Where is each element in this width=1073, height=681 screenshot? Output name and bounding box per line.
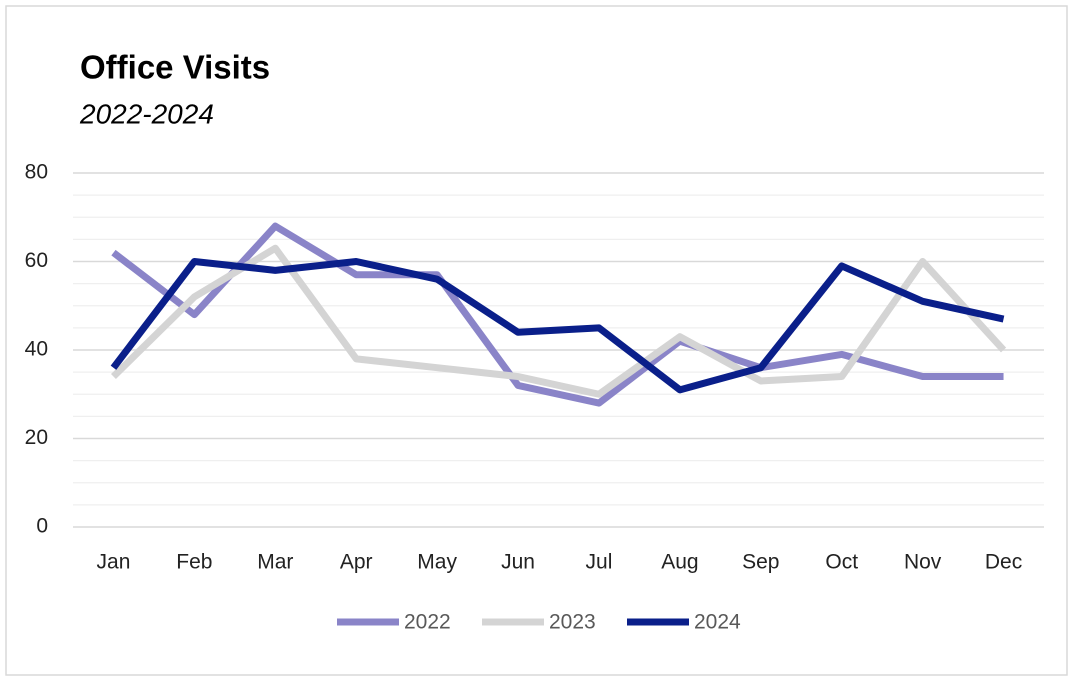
y-tick-label: 80: [25, 161, 48, 184]
y-tick-label: 20: [25, 426, 48, 449]
series-line: [110, 258, 1005, 394]
x-tick-label: May: [417, 551, 457, 574]
chart-subtitle: 2022-2024: [79, 98, 214, 129]
x-tick-label: Sep: [742, 551, 779, 574]
x-tick-label: Mar: [257, 551, 293, 574]
x-tick-label: Dec: [985, 551, 1022, 574]
legend-label: 2022: [404, 611, 451, 634]
x-tick-label: Jul: [586, 551, 613, 574]
x-tick-label: Feb: [176, 551, 212, 574]
legend-label: 2024: [694, 611, 741, 634]
y-tick-label: 0: [36, 515, 48, 538]
x-tick-label: Apr: [340, 551, 373, 574]
series-line: [111, 244, 1007, 398]
legend-label: 2023: [549, 611, 596, 634]
x-tick-label: Nov: [904, 551, 942, 574]
x-tick-label: Aug: [661, 551, 698, 574]
y-tick-label: 60: [25, 249, 48, 272]
x-tick-label: Jun: [501, 551, 535, 574]
y-tick-label: 40: [25, 338, 48, 361]
chart-frame: [5, 5, 1068, 676]
chart-title: Office Visits: [80, 49, 270, 86]
x-tick-label: Oct: [825, 551, 858, 574]
x-tick-label: Jan: [97, 551, 131, 574]
